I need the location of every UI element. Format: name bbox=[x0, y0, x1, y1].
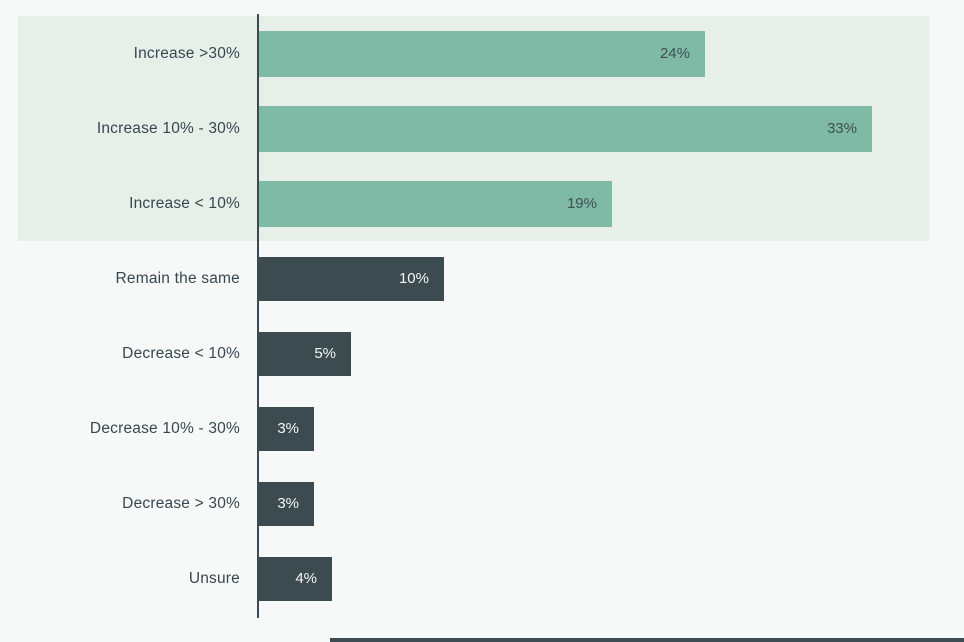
axis-baseline bbox=[257, 14, 259, 618]
bar-increase-30: 24% bbox=[258, 30, 705, 77]
category-label: Decrease 10% - 30% bbox=[89, 419, 240, 437]
bar-track: 3% bbox=[258, 406, 964, 451]
value-label: 33% bbox=[826, 120, 857, 137]
category-label: Unsure bbox=[188, 569, 240, 587]
value-label: 5% bbox=[314, 345, 336, 362]
bar-track: 3% bbox=[258, 481, 964, 526]
bar-track: 19% bbox=[258, 180, 964, 227]
value-label: 3% bbox=[277, 495, 299, 512]
value-label: 24% bbox=[659, 45, 690, 62]
category-label: Increase < 10% bbox=[129, 194, 240, 212]
bar-track: 24% bbox=[258, 30, 964, 77]
bar-decrease-10-30: 3% bbox=[258, 406, 314, 451]
value-label: 10% bbox=[398, 270, 429, 287]
bottom-divider bbox=[330, 638, 964, 642]
chart-row: Increase 10% - 30% 33% bbox=[0, 91, 964, 166]
category-label: Increase >30% bbox=[133, 44, 240, 62]
category-label: Decrease > 30% bbox=[122, 494, 240, 512]
bar-remain-the-same: 10% bbox=[258, 256, 444, 301]
chart-row: Remain the same 10% bbox=[0, 241, 964, 316]
chart-row: Unsure 4% bbox=[0, 541, 964, 616]
bar-increase-10-30: 33% bbox=[258, 105, 872, 152]
bar-track: 4% bbox=[258, 556, 964, 601]
chart-row: Decrease > 30% 3% bbox=[0, 466, 964, 541]
value-label: 4% bbox=[295, 570, 317, 587]
bar-track: 5% bbox=[258, 331, 964, 376]
bar-track: 10% bbox=[258, 256, 964, 301]
bar-decrease-30: 3% bbox=[258, 481, 314, 526]
chart-row: Increase >30% 24% bbox=[0, 16, 964, 91]
category-label: Increase 10% - 30% bbox=[96, 119, 240, 137]
value-label: 19% bbox=[566, 195, 597, 212]
chart-row: Decrease 10% - 30% 3% bbox=[0, 391, 964, 466]
value-label: 3% bbox=[277, 420, 299, 437]
bar-increase-10: 19% bbox=[258, 180, 612, 227]
chart-rows: Increase >30% 24% Increase 10% - 30% 33% Inc… bbox=[0, 16, 964, 616]
bar-decrease-10: 5% bbox=[258, 331, 351, 376]
bar-unsure: 4% bbox=[258, 556, 332, 601]
chart-row: Decrease < 10% 5% bbox=[0, 316, 964, 391]
chart-row: Increase < 10% 19% bbox=[0, 166, 964, 241]
category-label: Remain the same bbox=[115, 269, 240, 287]
bar-track: 33% bbox=[258, 105, 964, 152]
category-label: Decrease < 10% bbox=[122, 344, 240, 362]
